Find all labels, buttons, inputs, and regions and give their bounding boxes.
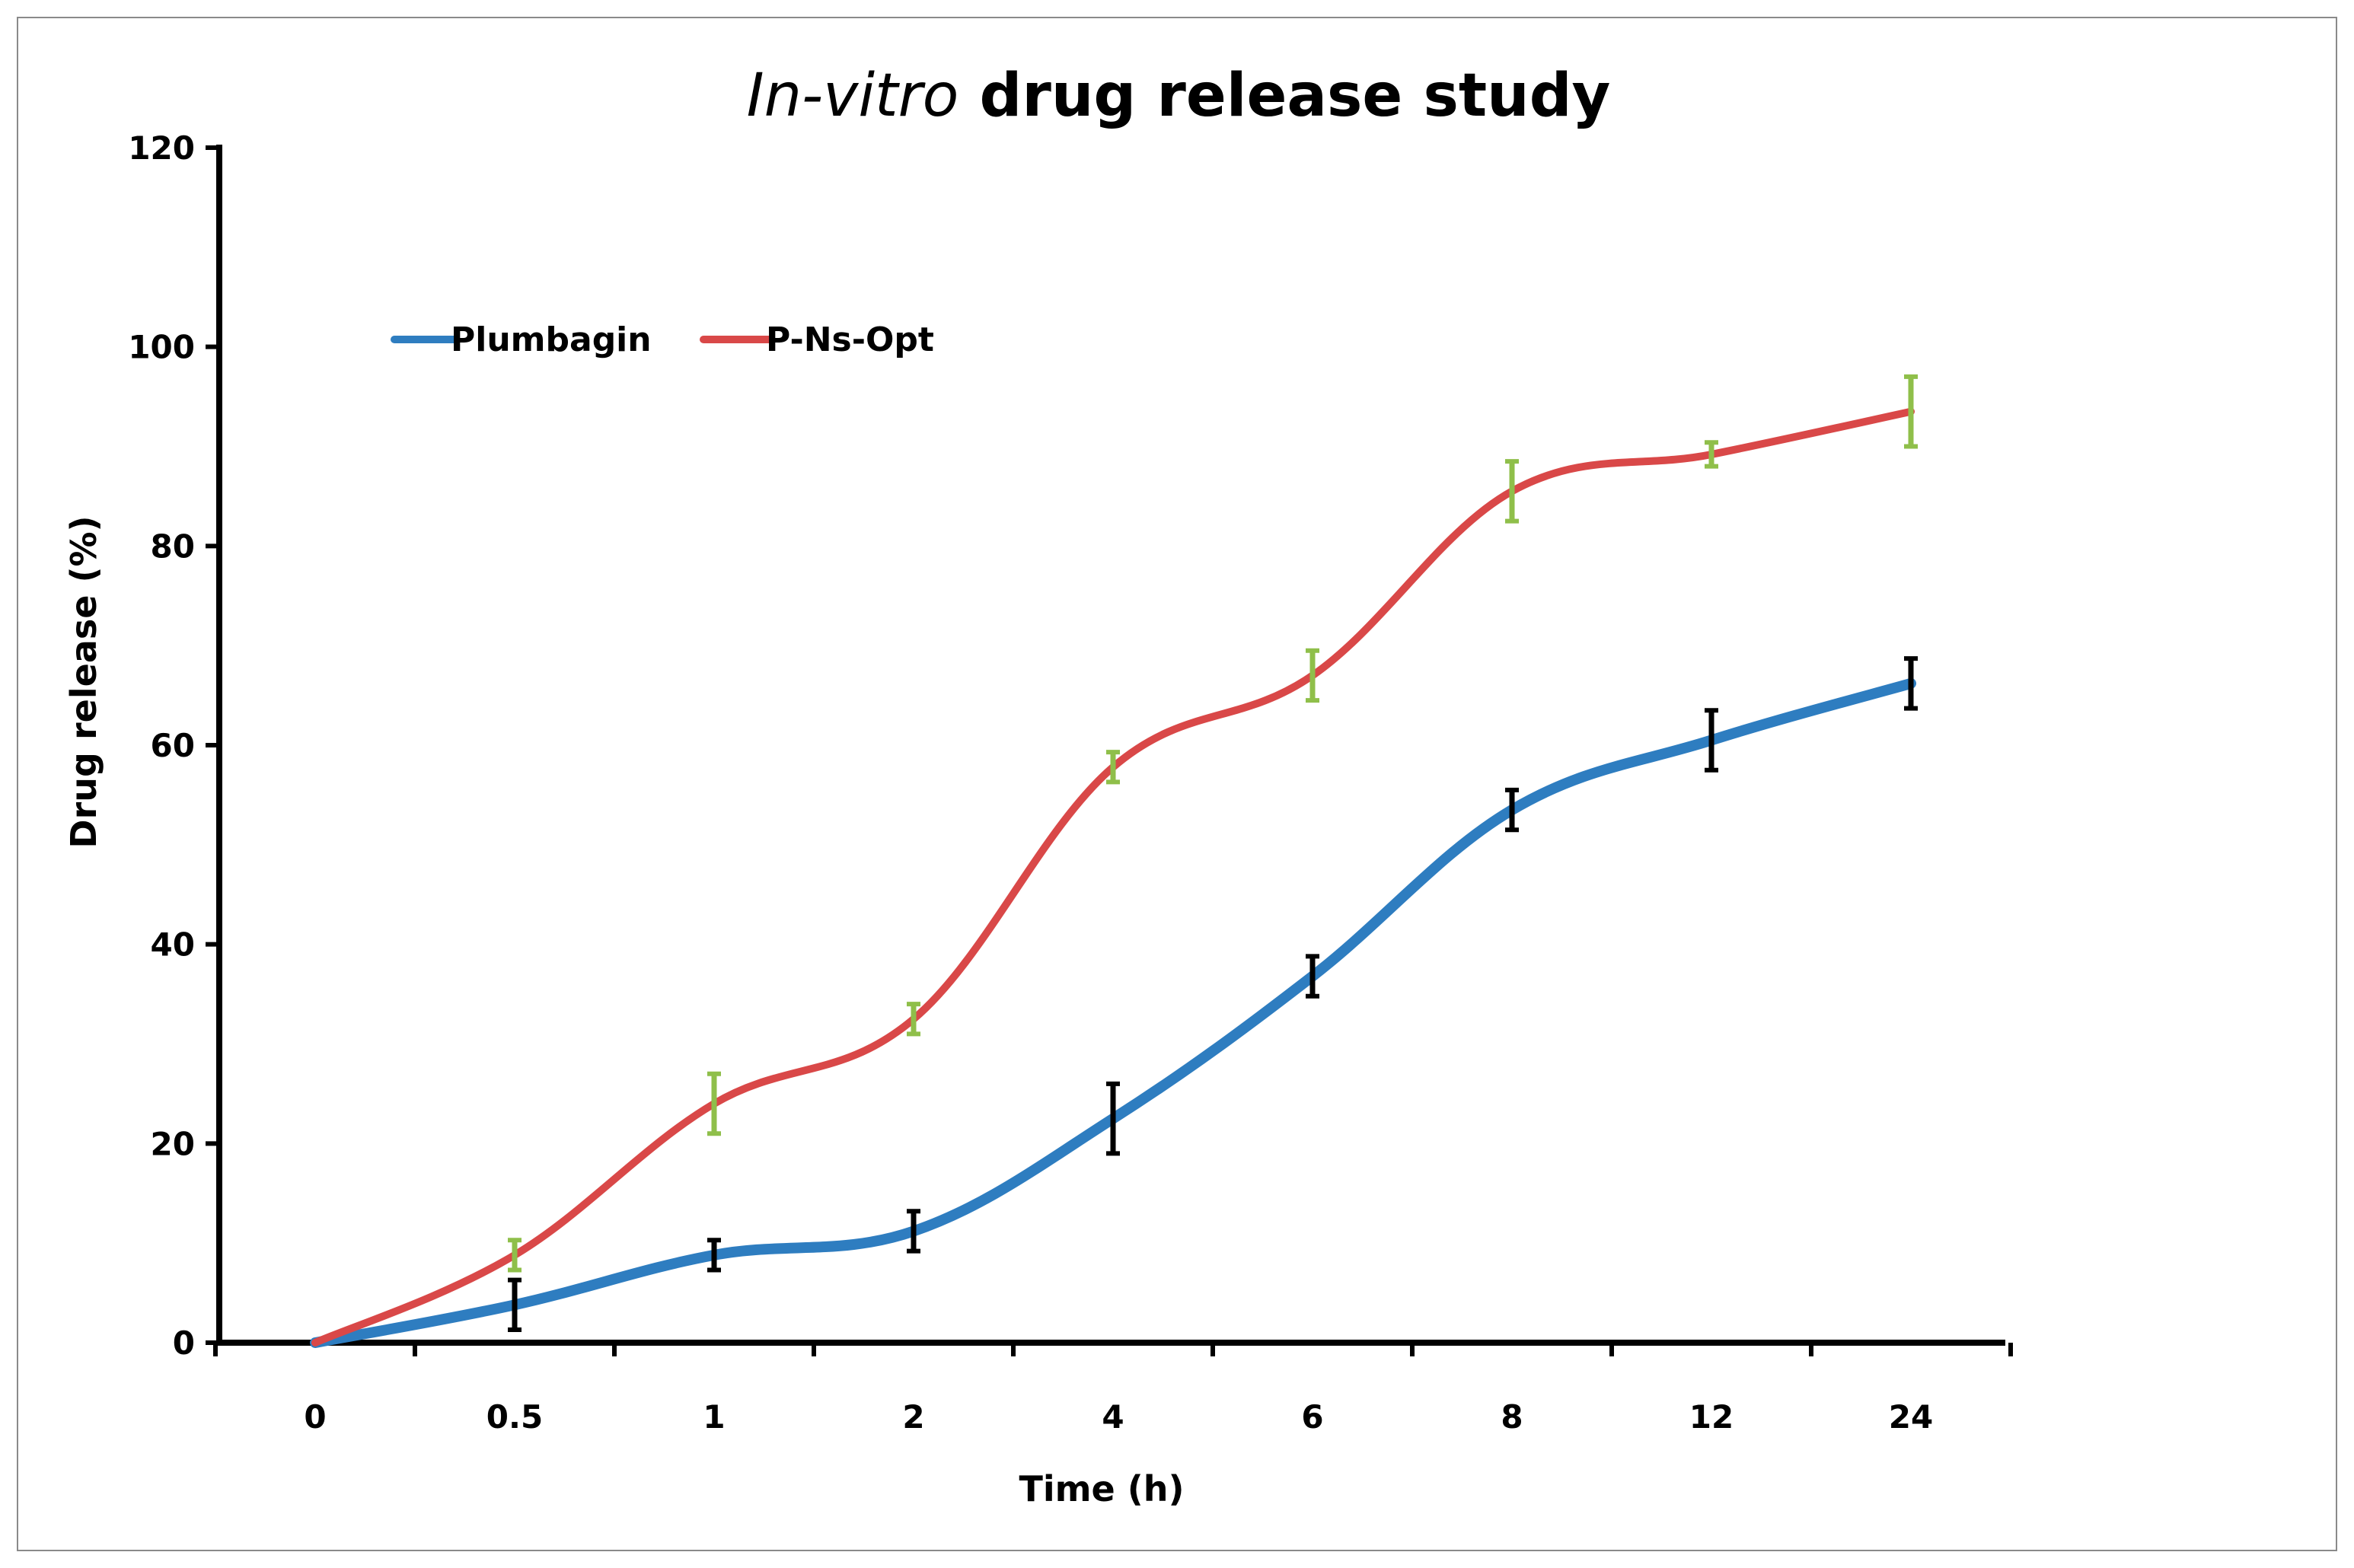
y-tick-label: 0 [173, 1324, 195, 1362]
x-tick-label: 8 [1501, 1398, 1523, 1436]
x-tick-label: 4 [1102, 1398, 1124, 1436]
x-tick-label: 12 [1689, 1398, 1734, 1436]
y-tick-label: 120 [128, 129, 195, 167]
y-tick-label: 20 [151, 1125, 195, 1162]
y-tick-label: 60 [151, 727, 195, 764]
chart-title-rest: drug release study [959, 62, 1610, 130]
x-axis-label: Time (h) [1019, 1468, 1184, 1509]
x-tick-label: 0 [304, 1398, 326, 1436]
x-tick-label: 6 [1301, 1398, 1323, 1436]
legend-label-plumbagin: Plumbagin [451, 320, 652, 359]
chart-svg: In-vitro drug release study 020406080100… [63, 62, 2013, 1509]
x-tick-label: 0.5 [486, 1398, 543, 1436]
x-tick-label: 2 [902, 1398, 924, 1436]
x-tick-label: 24 [1889, 1398, 1933, 1436]
y-tick-label: 80 [151, 527, 195, 565]
y-tick-label: 100 [128, 329, 195, 366]
series-lines [310, 407, 1916, 1348]
chart-title: In-vitro drug release study [747, 62, 1611, 130]
x-tick-label: 1 [703, 1398, 725, 1436]
y-axis-label: Drug release (%) [63, 515, 104, 848]
chart-title-italic: In-vitro [747, 62, 959, 130]
legend-label-p-ns-opt: P-Ns-Opt [766, 320, 934, 359]
legend: Plumbagin P-Ns-Opt [391, 320, 934, 359]
chart-frame: In-vitro drug release study 0 20 40 60 80 100… [17, 17, 2337, 1551]
series-line-p-ns-opt [311, 407, 1915, 1347]
y-tick-label: 40 [151, 926, 195, 964]
error-bars [508, 374, 1918, 1332]
